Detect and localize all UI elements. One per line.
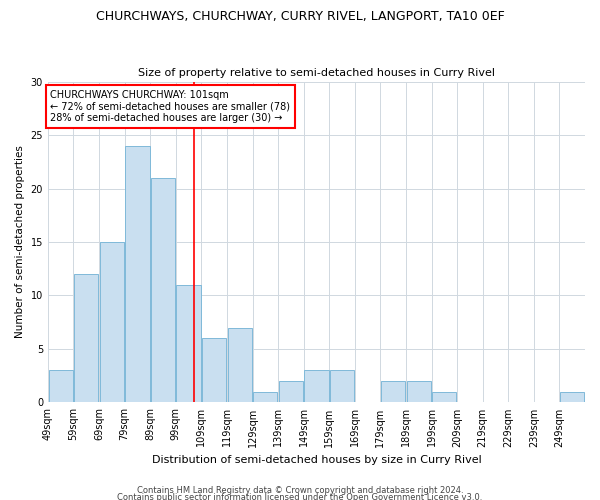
Bar [176,285,201,403]
Bar [227,328,252,402]
Bar [381,381,406,402]
X-axis label: Distribution of semi-detached houses by size in Curry Rivel: Distribution of semi-detached houses by … [152,455,481,465]
Bar [279,381,303,402]
Bar [253,392,277,402]
Text: Contains public sector information licensed under the Open Government Licence v3: Contains public sector information licen… [118,494,482,500]
Bar [49,370,73,402]
Bar [432,392,457,402]
Bar [74,274,98,402]
Text: CHURCHWAYS, CHURCHWAY, CURRY RIVEL, LANGPORT, TA10 0EF: CHURCHWAYS, CHURCHWAY, CURRY RIVEL, LANG… [95,10,505,23]
Bar [125,146,149,402]
Bar [202,338,226,402]
Bar [100,242,124,402]
Bar [304,370,329,402]
Bar [407,381,431,402]
Y-axis label: Number of semi-detached properties: Number of semi-detached properties [15,146,25,338]
Bar [560,392,584,402]
Title: Size of property relative to semi-detached houses in Curry Rivel: Size of property relative to semi-detach… [138,68,495,78]
Text: CHURCHWAYS CHURCHWAY: 101sqm
← 72% of semi-detached houses are smaller (78)
28% : CHURCHWAYS CHURCHWAY: 101sqm ← 72% of se… [50,90,290,124]
Text: Contains HM Land Registry data © Crown copyright and database right 2024.: Contains HM Land Registry data © Crown c… [137,486,463,495]
Bar [330,370,354,402]
Bar [151,178,175,402]
